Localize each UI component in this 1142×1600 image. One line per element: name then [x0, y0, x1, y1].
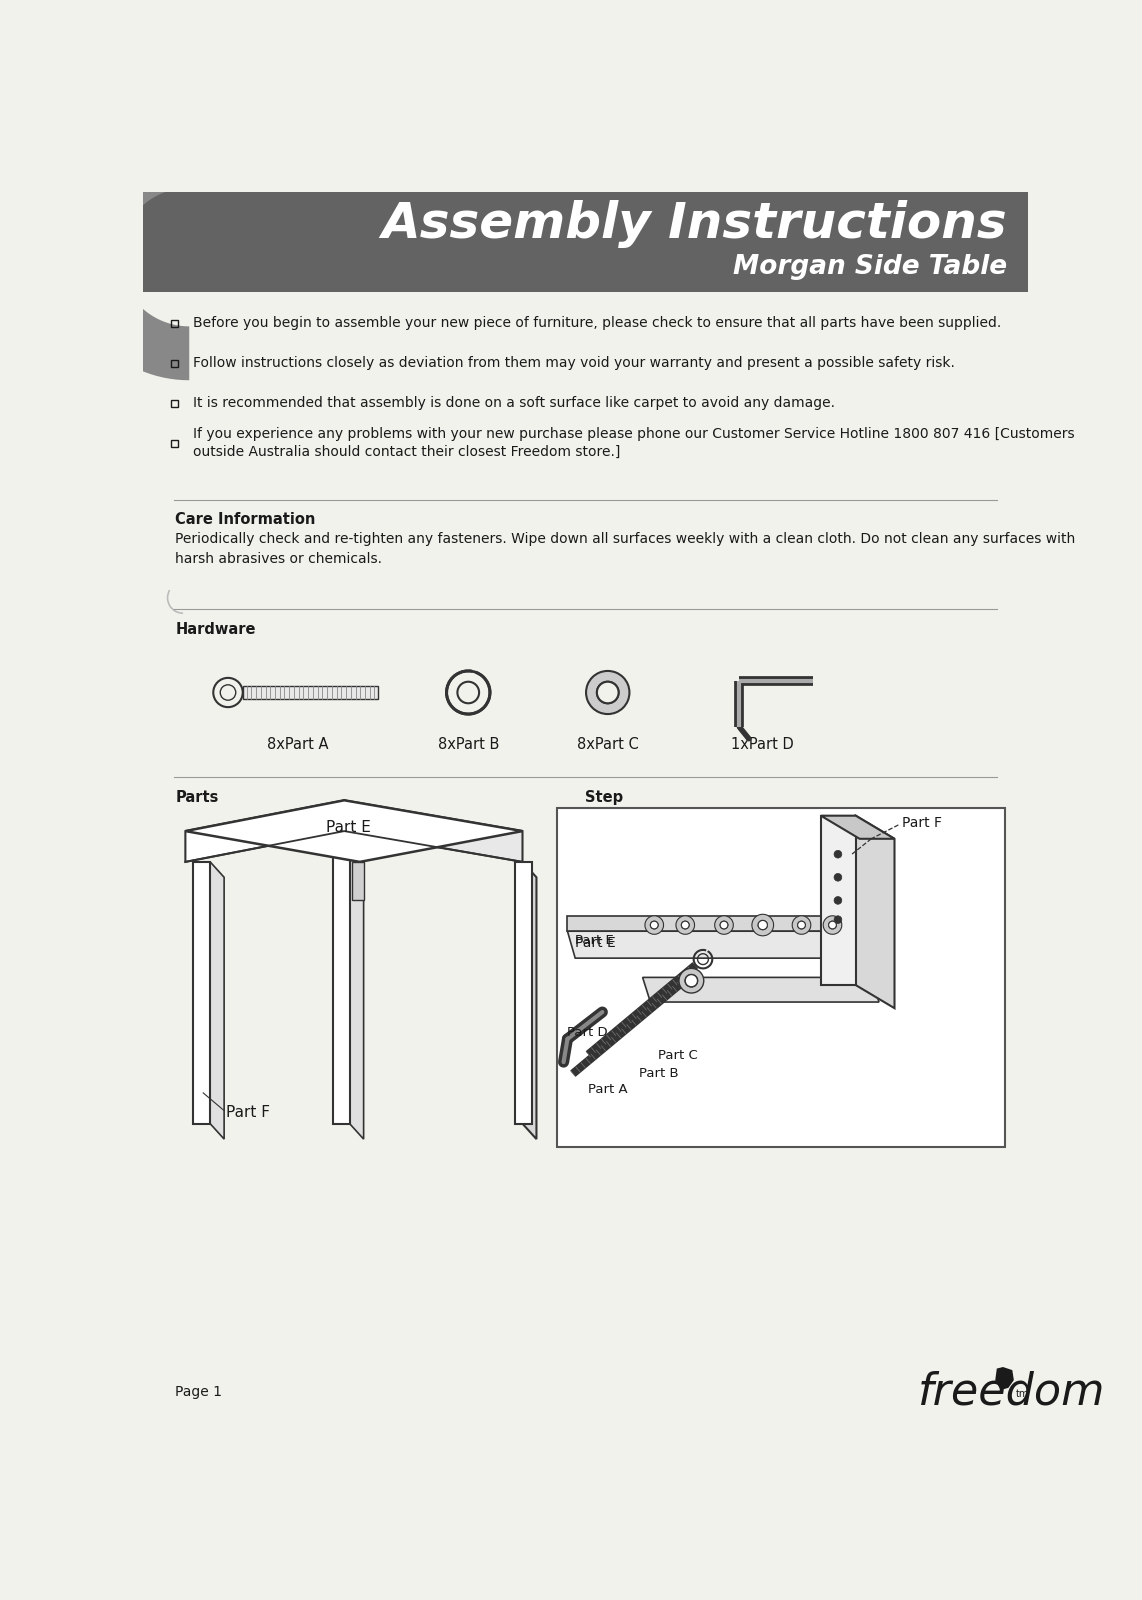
Text: Parts: Parts	[176, 789, 218, 805]
Text: 8xPart B: 8xPart B	[437, 738, 499, 752]
Circle shape	[685, 974, 698, 987]
Polygon shape	[821, 816, 894, 838]
Text: Part E: Part E	[325, 819, 370, 835]
Polygon shape	[210, 862, 224, 1139]
Text: Periodically check and re-tighten any fasteners. Wipe down all surfaces weekly w: Periodically check and re-tighten any fa…	[176, 533, 1076, 566]
Circle shape	[682, 922, 689, 930]
Text: Step: Step	[585, 789, 622, 805]
Text: It is recommended that assembly is done on a soft surface like carpet to avoid a: It is recommended that assembly is done …	[193, 395, 835, 410]
Text: Hardware: Hardware	[176, 622, 256, 637]
Bar	[515, 862, 532, 1123]
Wedge shape	[679, 968, 703, 994]
Circle shape	[797, 922, 805, 930]
Text: Part E: Part E	[576, 936, 616, 950]
Text: If you experience any problems with your new purchase please phone our Customer : If you experience any problems with your…	[193, 427, 1075, 459]
Circle shape	[597, 682, 619, 704]
Bar	[243, 685, 378, 699]
Polygon shape	[185, 800, 523, 862]
Text: freedom: freedom	[918, 1370, 1105, 1413]
Text: Part E: Part E	[576, 934, 614, 947]
Polygon shape	[855, 816, 894, 1008]
Polygon shape	[995, 1366, 1014, 1390]
Bar	[171, 320, 178, 326]
Bar	[143, 192, 1028, 293]
Circle shape	[721, 922, 727, 930]
Bar	[171, 400, 178, 406]
Polygon shape	[349, 830, 363, 1139]
Bar	[352, 862, 363, 901]
Polygon shape	[523, 862, 537, 1139]
Circle shape	[829, 922, 836, 930]
Text: Assembly Instructions: Assembly Instructions	[381, 200, 1007, 248]
Text: Follow instructions closely as deviation from them may void your warranty and pr: Follow instructions closely as deviation…	[193, 355, 955, 370]
Wedge shape	[645, 915, 664, 934]
Circle shape	[651, 922, 658, 930]
Polygon shape	[65, 134, 190, 381]
Wedge shape	[715, 915, 733, 934]
Bar	[193, 862, 210, 1123]
Polygon shape	[643, 978, 879, 1002]
Polygon shape	[568, 931, 871, 958]
Circle shape	[758, 920, 767, 930]
Text: Care Information: Care Information	[176, 512, 315, 526]
Circle shape	[834, 874, 842, 882]
Bar	[557, 808, 1005, 1147]
Text: Part A: Part A	[588, 1083, 628, 1096]
Wedge shape	[751, 914, 773, 936]
Wedge shape	[823, 915, 842, 934]
Circle shape	[834, 915, 842, 923]
Text: Part F: Part F	[902, 816, 942, 830]
Circle shape	[834, 850, 842, 858]
Text: Part C: Part C	[658, 1050, 698, 1062]
Wedge shape	[676, 915, 694, 934]
Text: 8xPart C: 8xPart C	[577, 738, 638, 752]
Polygon shape	[821, 816, 855, 986]
Text: Part B: Part B	[638, 1067, 678, 1080]
Text: Morgan Side Table: Morgan Side Table	[733, 254, 1007, 280]
Text: tm: tm	[1015, 1389, 1029, 1400]
Polygon shape	[568, 915, 863, 931]
Wedge shape	[586, 670, 629, 714]
Wedge shape	[793, 915, 811, 934]
Polygon shape	[185, 800, 344, 862]
Text: 8xPart A: 8xPart A	[267, 738, 329, 752]
Text: Part D: Part D	[568, 1026, 608, 1040]
Polygon shape	[344, 800, 523, 862]
Text: Before you begin to assemble your new piece of furniture, please check to ensure: Before you begin to assemble your new pi…	[193, 315, 1002, 330]
Circle shape	[834, 896, 842, 904]
Text: Part F: Part F	[226, 1104, 270, 1120]
Text: 1xPart D: 1xPart D	[731, 738, 794, 752]
Bar	[332, 830, 349, 1123]
Text: Page 1: Page 1	[176, 1384, 223, 1398]
Bar	[171, 440, 178, 446]
Bar	[171, 360, 178, 366]
